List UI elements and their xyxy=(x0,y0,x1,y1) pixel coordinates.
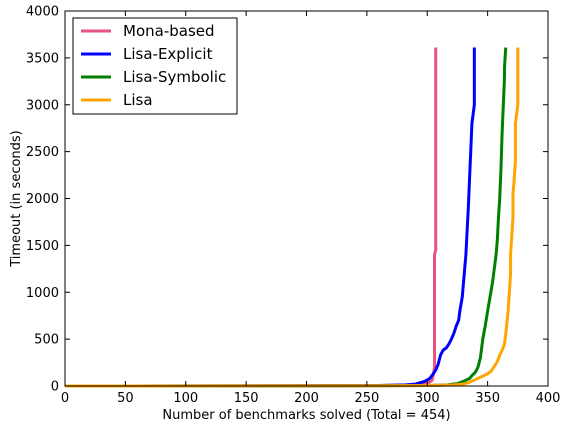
y-tick-label: 1000 xyxy=(26,286,59,301)
series-line-lisa-symbolic xyxy=(64,47,508,388)
y-tick-label: 2500 xyxy=(26,145,59,160)
y-tick-label: 3000 xyxy=(26,98,59,113)
series-layer xyxy=(64,47,520,388)
legend-label-lisa-symbolic: Lisa-Symbolic xyxy=(123,68,226,86)
x-tick-label: 200 xyxy=(294,391,319,406)
x-tick-label: 250 xyxy=(354,391,379,406)
x-tick-label: 400 xyxy=(536,391,561,406)
legend: Mona-based Lisa-Explicit Lisa-Symbolic Lisa xyxy=(72,17,238,115)
legend-box xyxy=(72,17,238,115)
x-tick-label: 100 xyxy=(173,391,198,406)
x-tick-label: 0 xyxy=(61,391,69,406)
legend-label-lisa: Lisa xyxy=(123,91,153,109)
legend-label-mona-based: Mona-based xyxy=(123,22,215,40)
series-line-lisa-explicit xyxy=(64,47,476,388)
y-tick-label: 2000 xyxy=(26,192,59,207)
y-tick-label: 1500 xyxy=(26,239,59,254)
y-axis-label: Timeout (in seconds) xyxy=(9,130,24,268)
series-line-lisa xyxy=(64,47,520,388)
ticks-layer: 0 50 100 150 200 250 300 350 4000500100015002000… xyxy=(26,5,561,407)
x-tick-label: 350 xyxy=(475,391,500,406)
x-tick-label: 150 xyxy=(234,391,259,406)
x-tick-label: 300 xyxy=(415,391,440,406)
y-tick-label: 500 xyxy=(34,333,59,348)
x-tick-label: 50 xyxy=(117,391,134,406)
y-tick-label: 0 xyxy=(51,380,59,395)
y-tick-label: 4000 xyxy=(26,5,59,20)
y-tick-label: 3500 xyxy=(26,51,59,66)
legend-label-lisa-explicit: Lisa-Explicit xyxy=(123,45,213,63)
x-axis-label: Number of benchmarks solved (Total = 454… xyxy=(162,408,450,423)
